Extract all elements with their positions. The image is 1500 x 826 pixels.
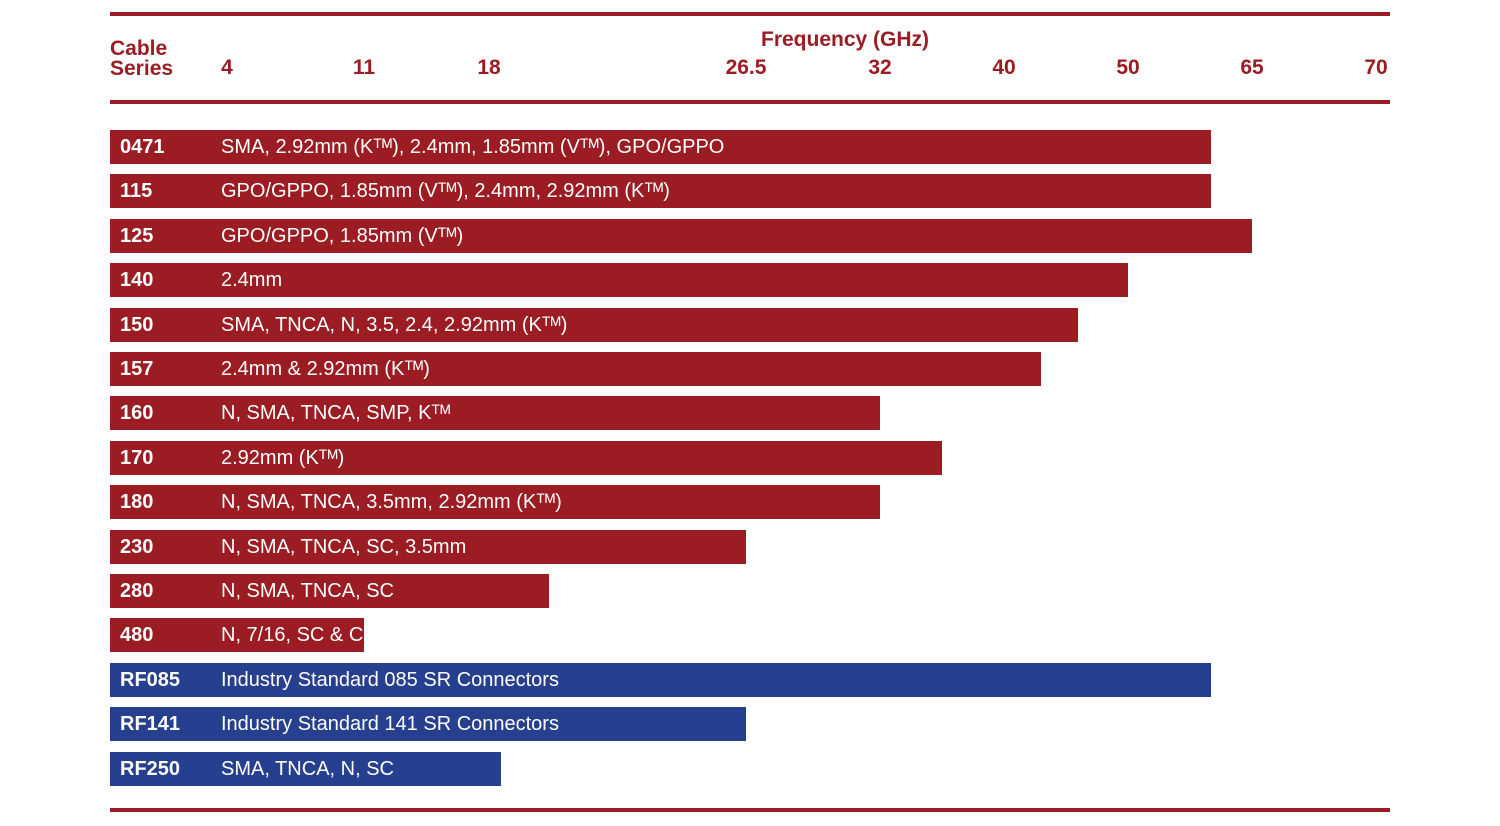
bar-series-label: 157 — [120, 358, 154, 380]
bar-connectors-label: N, 7/16, SC & C — [221, 624, 364, 646]
tick-label: 32 — [868, 56, 892, 79]
tick-label: 26.5 — [725, 56, 767, 79]
bar-connectors-label: SMA, 2.92mm (Kᵀᴹ), 2.4mm, 1.85mm (Vᵀᴹ), … — [221, 136, 725, 158]
bar-connectors-label: Industry Standard 141 SR Connectors — [221, 713, 559, 735]
tick-label: 18 — [477, 56, 501, 79]
bar-connectors-label: 2.4mm — [221, 269, 283, 291]
bar: 180 N, SMA, TNCA, 3.5mm, 2.92mm (Kᵀᴹ) — [110, 485, 880, 519]
bar: 230 N, SMA, TNCA, SC, 3.5mm — [110, 530, 746, 564]
bar-series-label: 140 — [120, 269, 154, 291]
tick-label: 11 — [352, 56, 376, 79]
bar: 115 GPO/GPPO, 1.85mm (Vᵀᴹ), 2.4mm, 2.92mm… — [110, 174, 1211, 208]
bar-series-label: 160 — [120, 402, 154, 424]
bar-connectors-label: N, SMA, TNCA, 3.5mm, 2.92mm (Kᵀᴹ) — [221, 491, 562, 513]
bar-series-label: 180 — [120, 491, 154, 513]
bar-series-label: RF085 — [120, 669, 181, 691]
bar-series-label: 480 — [120, 624, 154, 646]
bar-connectors-label: 2.92mm (Kᵀᴹ) — [221, 447, 345, 469]
bar: 280 N, SMA, TNCA, SC — [110, 574, 549, 608]
bar-connectors-label: SMA, TNCA, N, 3.5, 2.4, 2.92mm (Kᵀᴹ) — [221, 314, 568, 336]
bar-series-label: 280 — [120, 580, 154, 602]
bar-series-label: RF141 — [120, 713, 181, 735]
bar-series-label: 0471 — [120, 136, 165, 158]
bar-series-label: 170 — [120, 447, 154, 469]
bar-series-label: RF250 — [120, 758, 181, 780]
bar-connectors-label: N, SMA, TNCA, SMP, Kᵀᴹ — [221, 402, 451, 424]
bar-connectors-label: GPO/GPPO, 1.85mm (Vᵀᴹ), 2.4mm, 2.92mm (K… — [221, 180, 670, 202]
bar: 140 2.4mm — [110, 263, 1128, 297]
bar-series-label: 115 — [120, 180, 153, 202]
bar: 157 2.4mm & 2.92mm (Kᵀᴹ) — [110, 352, 1041, 386]
axis-title: Frequency (GHz) — [761, 28, 930, 51]
cable-series-label-line2: Series — [110, 57, 174, 80]
bar-connectors-label: N, SMA, TNCA, SC — [221, 580, 394, 602]
bar-connectors-label: N, SMA, TNCA, SC, 3.5mm — [221, 536, 467, 558]
bar-connectors-label: GPO/GPPO, 1.85mm (Vᵀᴹ) — [221, 225, 464, 247]
top-rule — [110, 12, 1390, 16]
bar: RF141 Industry Standard 141 SR Connectors — [110, 707, 746, 741]
bar: 125 GPO/GPPO, 1.85mm (Vᵀᴹ) — [110, 219, 1252, 253]
cable-series-label-line1: Cable — [110, 37, 168, 60]
bar: RF085 Industry Standard 085 SR Connectors — [110, 663, 1211, 697]
bar-series-label: 125 — [120, 225, 154, 247]
bar: 150 SMA, TNCA, N, 3.5, 2.4, 2.92mm (Kᵀᴹ) — [110, 308, 1078, 342]
bar-connectors-label: 2.4mm & 2.92mm (Kᵀᴹ) — [221, 358, 430, 380]
bar: RF250 SMA, TNCA, N, SC — [110, 752, 501, 786]
bar: 480 N, 7/16, SC & C — [110, 618, 364, 652]
bar: 0471 SMA, 2.92mm (Kᵀᴹ), 2.4mm, 1.85mm (Vᵀ… — [110, 130, 1211, 164]
tick-label: 65 — [1240, 56, 1264, 79]
header-rule — [110, 100, 1390, 104]
tick-label: 40 — [992, 56, 1016, 79]
bar-connectors-label: Industry Standard 085 SR Connectors — [221, 669, 559, 691]
bar: 160 N, SMA, TNCA, SMP, Kᵀᴹ — [110, 396, 880, 430]
tick-label: 50 — [1116, 56, 1140, 79]
bottom-rule — [110, 808, 1390, 812]
bar-series-label: 150 — [120, 314, 154, 336]
bar-connectors-label: SMA, TNCA, N, SC — [221, 758, 394, 780]
bar-series-label: 230 — [120, 536, 154, 558]
tick-label: 4 — [221, 56, 233, 79]
bar: 170 2.92mm (Kᵀᴹ) — [110, 441, 942, 475]
tick-label: 70 — [1364, 56, 1388, 79]
